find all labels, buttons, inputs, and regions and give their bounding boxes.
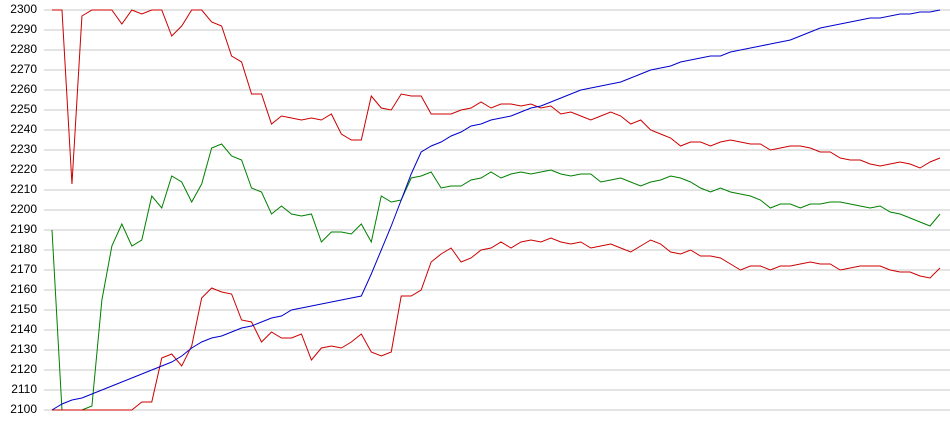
y-tick-label: 2230 [10,142,37,156]
series-line [52,9,941,185]
y-tick-label: 2140 [10,322,37,336]
y-tick-label: 2160 [10,282,37,296]
y-tick-label: 2260 [10,82,37,96]
series-line [51,143,941,411]
y-tick-label: 2280 [10,42,37,56]
y-tick-label: 2110 [11,382,37,396]
y-tick-label: 2210 [10,182,37,196]
series-line [51,9,941,411]
y-tick-label: 2220 [10,162,37,176]
y-tick-label: 2270 [10,62,37,76]
y-tick-label: 2240 [10,122,37,136]
series-line [52,237,941,411]
y-tick-label: 2100 [10,402,37,416]
y-tick-label: 2180 [10,242,37,256]
y-tick-label: 2120 [10,362,37,376]
y-tick-label: 2170 [10,262,37,276]
y-tick-label: 2190 [10,222,37,236]
y-tick-label: 2150 [10,302,37,316]
y-tick-label: 2130 [10,342,37,356]
y-tick-label: 2200 [10,202,37,216]
y-tick-label: 2300 [10,2,37,16]
y-tick-label: 2250 [10,102,37,116]
y-tick-label: 2290 [10,22,37,36]
